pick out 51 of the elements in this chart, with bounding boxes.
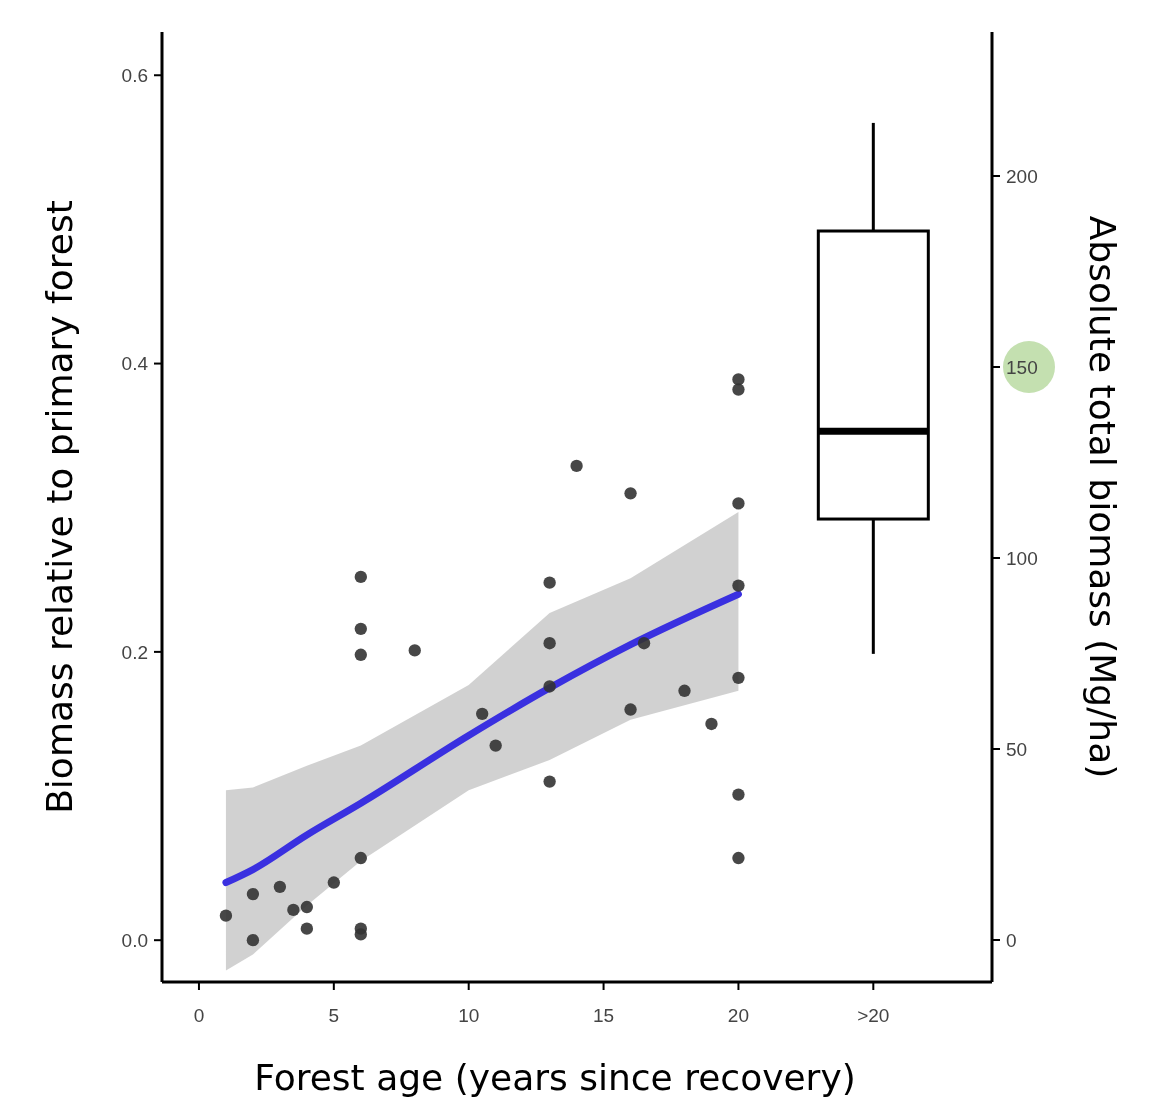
point bbox=[732, 671, 745, 684]
y-axis-title: Biomass relative to primary forest bbox=[39, 200, 80, 814]
y2-tick-label: 50 bbox=[1006, 738, 1028, 760]
x-tick-label: 15 bbox=[593, 1005, 615, 1026]
point bbox=[543, 680, 556, 693]
point bbox=[246, 887, 260, 901]
point bbox=[246, 934, 260, 947]
point bbox=[732, 383, 745, 396]
point bbox=[732, 851, 745, 865]
point bbox=[354, 570, 367, 584]
y2-tick-label: 200 bbox=[1006, 165, 1038, 187]
point bbox=[300, 900, 314, 914]
point bbox=[678, 684, 691, 697]
y2-tick-label: 0 bbox=[1006, 929, 1017, 951]
x-tick-label: 10 bbox=[458, 1005, 480, 1026]
point bbox=[732, 373, 745, 386]
y2-tick-label: 100 bbox=[1006, 547, 1038, 569]
y-tick-label: 0.4 bbox=[121, 353, 149, 375]
point bbox=[354, 851, 367, 865]
point bbox=[287, 903, 300, 917]
point bbox=[354, 928, 367, 941]
point bbox=[732, 788, 745, 801]
point bbox=[570, 459, 583, 473]
point bbox=[354, 648, 367, 661]
point bbox=[273, 880, 287, 894]
point bbox=[219, 909, 233, 922]
point bbox=[543, 775, 556, 788]
point bbox=[543, 576, 556, 589]
x-axis-title: Forest age (years since recovery) bbox=[254, 1057, 856, 1098]
point bbox=[732, 497, 745, 510]
point bbox=[732, 579, 745, 592]
point bbox=[354, 622, 367, 635]
point bbox=[637, 637, 651, 650]
y2-axis-title: Absolute total biomass (Mg/ha) bbox=[1082, 215, 1123, 779]
point bbox=[408, 644, 421, 657]
x-tick-label: 0 bbox=[193, 1005, 205, 1026]
x-tick-label: 20 bbox=[727, 1005, 750, 1026]
point bbox=[543, 637, 556, 650]
y-tick-label: 0.6 bbox=[121, 64, 148, 86]
point bbox=[624, 703, 637, 716]
point bbox=[489, 739, 502, 752]
point bbox=[300, 922, 314, 935]
x-tick-label: >20 bbox=[857, 1005, 890, 1026]
y-tick-label: 0.2 bbox=[121, 641, 148, 663]
point bbox=[705, 717, 718, 731]
x-tick-label: 5 bbox=[328, 1005, 340, 1026]
y-tick-label: 0.0 bbox=[121, 929, 148, 951]
point bbox=[327, 876, 341, 889]
y2-tick-label: 150 bbox=[1006, 356, 1038, 378]
point bbox=[624, 487, 637, 500]
point bbox=[476, 707, 489, 721]
